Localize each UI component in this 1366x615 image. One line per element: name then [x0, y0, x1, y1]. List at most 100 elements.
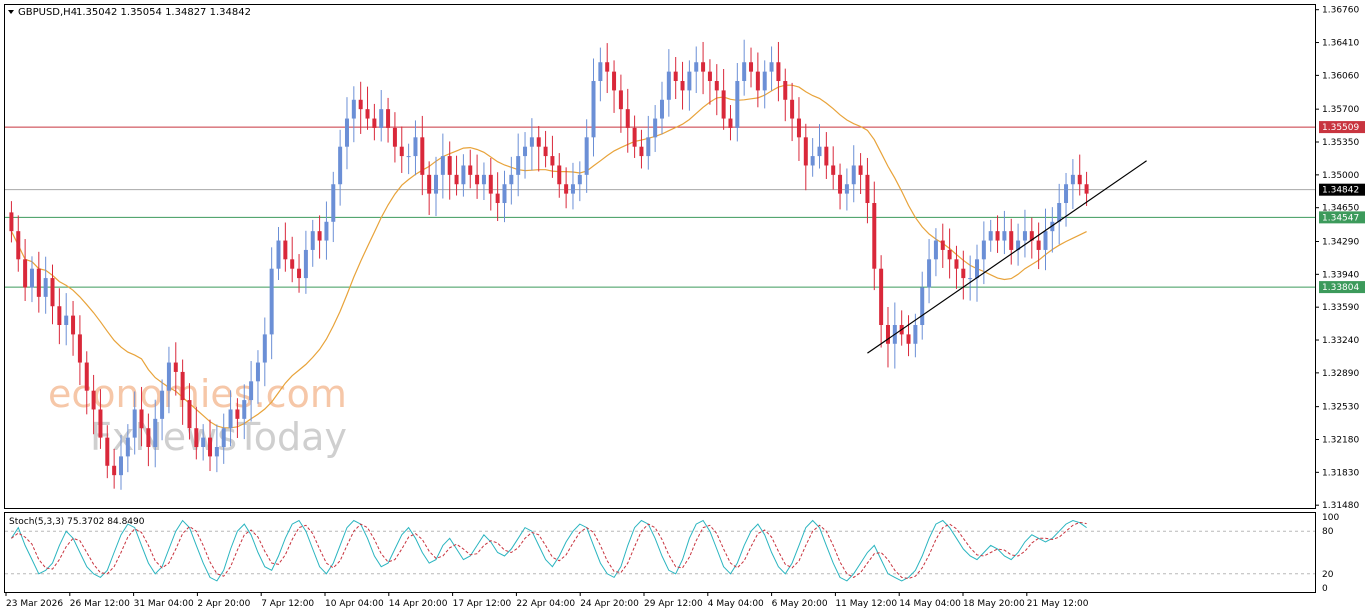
candle-body: [618, 90, 623, 110]
candle-body: [276, 240, 281, 269]
candle-body: [721, 90, 726, 119]
candle-body: [577, 174, 582, 185]
candle-body: [523, 146, 528, 157]
candle-body: [481, 174, 486, 185]
candle-body: [406, 156, 411, 158]
candle-body: [208, 437, 213, 457]
candle-body: [673, 71, 678, 82]
candle-body: [564, 184, 569, 194]
time-tick-label: 23 Mar 2026: [6, 599, 63, 609]
candle-body: [810, 156, 815, 166]
candle-body: [509, 174, 514, 185]
candle-body: [1064, 184, 1069, 204]
candle-body: [927, 259, 932, 288]
candle-body: [838, 174, 843, 194]
support2-tag-label: 1.33804: [1322, 283, 1359, 293]
candle-body: [43, 278, 48, 297]
candle-body: [844, 184, 849, 194]
symbol-dropdown-icon[interactable]: [8, 10, 14, 14]
candle-body: [64, 315, 69, 326]
candle-body: [269, 268, 274, 335]
candle-body: [516, 156, 521, 175]
candle-body: [851, 165, 856, 185]
candle-body: [1022, 231, 1027, 241]
price-tick-label: 1.32530: [1322, 403, 1359, 413]
candle-body: [824, 146, 829, 166]
candle-body: [139, 409, 144, 429]
candle-body: [242, 400, 247, 419]
candle-body: [146, 428, 151, 448]
candle-body: [584, 137, 589, 175]
candle-body: [413, 137, 418, 157]
candle-body: [372, 118, 377, 128]
candle-body: [125, 437, 130, 457]
candle-body: [790, 99, 795, 119]
candle-body: [201, 437, 206, 448]
candle-body: [1057, 203, 1062, 222]
time-tick-label: 21 May 12:00: [1027, 599, 1089, 609]
candle-body: [536, 137, 541, 147]
candle-body: [529, 137, 534, 147]
candle-body: [714, 81, 719, 91]
candle-body: [550, 156, 555, 166]
candle-body: [879, 268, 884, 326]
candle-body: [71, 315, 76, 335]
candle-body: [742, 62, 747, 82]
candle-body: [557, 165, 562, 185]
candle-body: [454, 174, 459, 185]
candle-body: [57, 306, 62, 326]
candle-body: [543, 146, 548, 157]
price-tick-label: 1.35700: [1322, 105, 1359, 115]
candle-body: [776, 62, 781, 82]
price-tick-label: 1.36760: [1322, 6, 1359, 16]
time-axis: 23 Mar 2026 26 Mar 12:00 31 Mar 04:00 2 Apr…: [5, 592, 1089, 609]
candles: [9, 39, 1089, 490]
candle-body: [940, 240, 945, 250]
stochastic-oscillator: 100 80 20 0: [5, 513, 1339, 594]
candle-body: [1084, 184, 1089, 194]
candle-body: [796, 118, 801, 138]
candle-body: [1050, 221, 1055, 232]
candle-body: [379, 109, 384, 128]
candle-body: [995, 231, 1000, 241]
candle-body: [105, 437, 110, 466]
candle-body: [1077, 174, 1082, 185]
price-tick-label: 1.32890: [1322, 369, 1359, 379]
candle-body: [194, 428, 199, 448]
candle-body: [187, 400, 192, 429]
candle-body: [906, 334, 911, 344]
candle-body: [639, 146, 644, 157]
candle-body: [968, 278, 973, 280]
price-tick-label: 1.35350: [1322, 138, 1359, 148]
stochastic-level-label: 0: [1322, 584, 1328, 594]
time-tick-label: 4 May 04:00: [708, 599, 764, 609]
support1-tag: [1319, 211, 1365, 224]
candle-body: [502, 184, 507, 204]
candle-body: [344, 118, 349, 147]
watermark-brand: economies.com: [48, 372, 347, 416]
candle-body: [954, 259, 959, 269]
candle-body: [701, 62, 706, 72]
candle-body: [1016, 240, 1021, 250]
candle-body: [331, 184, 336, 222]
candle-body: [29, 268, 34, 288]
candle-body: [612, 71, 617, 91]
candle-body: [653, 118, 658, 138]
candle-body: [975, 259, 980, 279]
trendline-segment: [867, 160, 1147, 354]
trendline[interactable]: [867, 160, 1147, 354]
candle-body: [707, 71, 712, 82]
time-tick-label: 31 Mar 04:00: [134, 599, 194, 609]
price-tick-label: 1.33940: [1322, 270, 1359, 280]
candle-body: [1070, 174, 1075, 185]
candle-body: [317, 231, 322, 241]
candle-body: [297, 268, 302, 279]
candle-body: [112, 465, 117, 476]
symbol-label: GBPUSD,H4: [18, 7, 77, 18]
candle-body: [947, 249, 952, 260]
price-tick-label: 1.34290: [1322, 237, 1359, 247]
candle-body: [447, 156, 452, 175]
candle-body: [735, 81, 740, 128]
time-tick-label: 2 Apr 20:00: [197, 599, 250, 609]
